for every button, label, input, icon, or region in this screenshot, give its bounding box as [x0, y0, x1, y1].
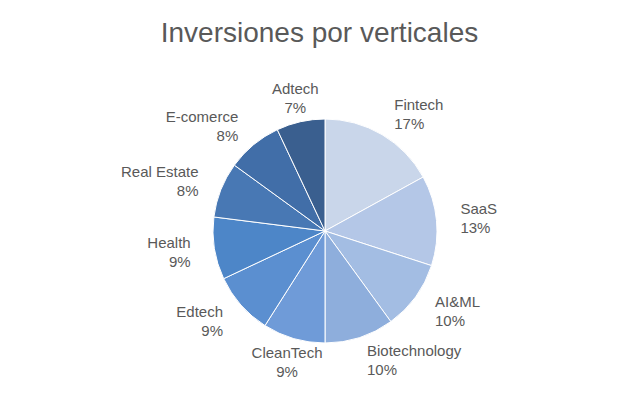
svg-text:Fintech17%: Fintech17%: [394, 96, 443, 132]
svg-text:CleanTech9%: CleanTech9%: [252, 344, 323, 380]
svg-text:SaaS13%: SaaS13%: [460, 200, 497, 236]
svg-text:AI&ML10%: AI&ML10%: [435, 293, 480, 329]
svg-text:Biotechnology10%: Biotechnology10%: [367, 342, 462, 378]
svg-text:Health9%: Health9%: [147, 234, 190, 270]
svg-text:Edtech9%: Edtech9%: [176, 303, 223, 339]
svg-text:E-comerce8%: E-comerce8%: [166, 108, 239, 144]
svg-text:Adtech7%: Adtech7%: [272, 80, 319, 116]
svg-text:Real Estate8%: Real Estate8%: [121, 163, 199, 199]
html-text:Inversiones por verticales: Inversiones por verticales: [160, 17, 479, 48]
